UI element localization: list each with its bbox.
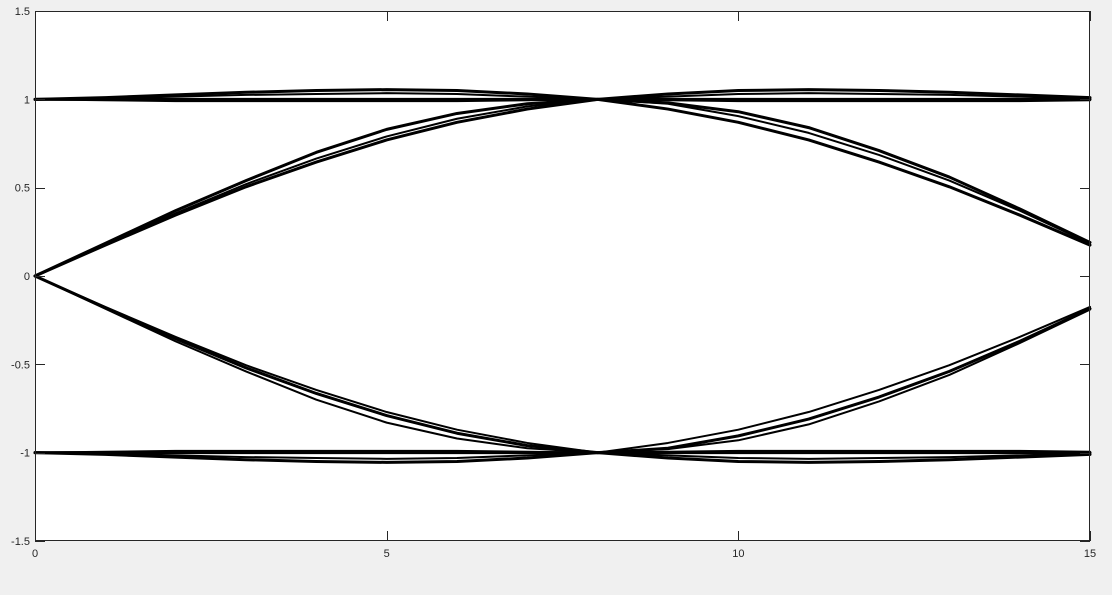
series-line-10 bbox=[34, 275, 1091, 454]
y-tick-label-4: 0.5 bbox=[15, 183, 30, 195]
x-tick-label-0: 0 bbox=[32, 548, 38, 560]
series-line-9 bbox=[33, 274, 1092, 455]
y-tick-label-0: -1.5 bbox=[11, 536, 30, 548]
series-line-14 bbox=[34, 449, 1091, 454]
y-tick-label-6: 1.5 bbox=[15, 6, 30, 18]
x-tick-label-1: 5 bbox=[384, 548, 390, 560]
traces-group bbox=[33, 88, 1092, 464]
y-tick-label-5: 1 bbox=[24, 94, 30, 106]
series-line-5 bbox=[33, 97, 1092, 278]
y-tick-label-2: -0.5 bbox=[11, 359, 30, 371]
axes-group: 0 5 10 15 -1.5 -1 -0.5 0 0.5 1 1.5 bbox=[11, 6, 1096, 560]
x-tick-label-2: 10 bbox=[732, 548, 744, 560]
y-tick-label-1: -1 bbox=[20, 448, 30, 460]
x-tick-label-3: 15 bbox=[1084, 548, 1096, 560]
series-line-4 bbox=[34, 98, 1091, 103]
y-tick-label-3: 0 bbox=[24, 271, 30, 283]
series-line-1 bbox=[33, 88, 1092, 101]
series-line-11 bbox=[33, 451, 1092, 464]
series-line-7 bbox=[33, 97, 1092, 278]
